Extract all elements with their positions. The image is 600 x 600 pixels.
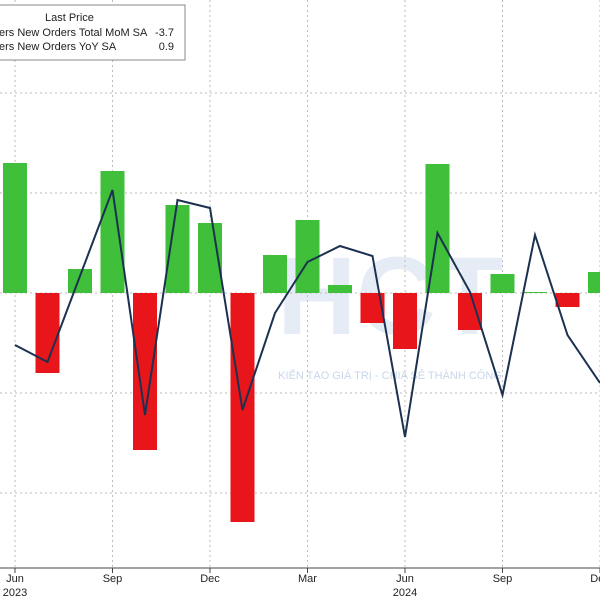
- x-year-label: 2024: [393, 587, 417, 599]
- watermark-tagline: KIẾN TẠO GIÁ TRỊ - CHIA SẺ THÀNH CÔNG: [278, 369, 502, 382]
- bar: [68, 269, 92, 293]
- legend-box: [0, 4, 186, 61]
- bar: [3, 163, 27, 293]
- x-tick-label: Dec: [590, 573, 600, 585]
- x-year-label: 2023: [3, 587, 27, 599]
- bar: [295, 220, 320, 293]
- bar: [425, 164, 450, 293]
- x-tick-label: Jun: [6, 573, 24, 585]
- line: [14, 189, 600, 438]
- legend-header: Last Price: [45, 12, 94, 24]
- bar: [133, 293, 157, 450]
- bar: [328, 285, 352, 293]
- x-tick-label: Mar: [298, 573, 317, 585]
- bar: [100, 171, 125, 293]
- x-tick-label: Dec: [200, 573, 220, 585]
- bar: [263, 255, 287, 293]
- bar: [458, 293, 482, 330]
- x-tick-label: Jun: [396, 573, 414, 585]
- x-tick-label: Sep: [493, 573, 513, 585]
- bar: [393, 293, 417, 349]
- legend-value: 0.9: [159, 41, 174, 53]
- bar: [523, 292, 547, 293]
- legend-label: ers New Orders YoY SA: [0, 41, 117, 53]
- bar: [490, 274, 515, 293]
- legend-value: -3.7: [155, 27, 174, 39]
- bar: [588, 272, 600, 293]
- legend-label: ers New Orders Total MoM SA: [0, 27, 148, 39]
- bar: [555, 293, 580, 307]
- x-tick-label: Sep: [103, 573, 123, 585]
